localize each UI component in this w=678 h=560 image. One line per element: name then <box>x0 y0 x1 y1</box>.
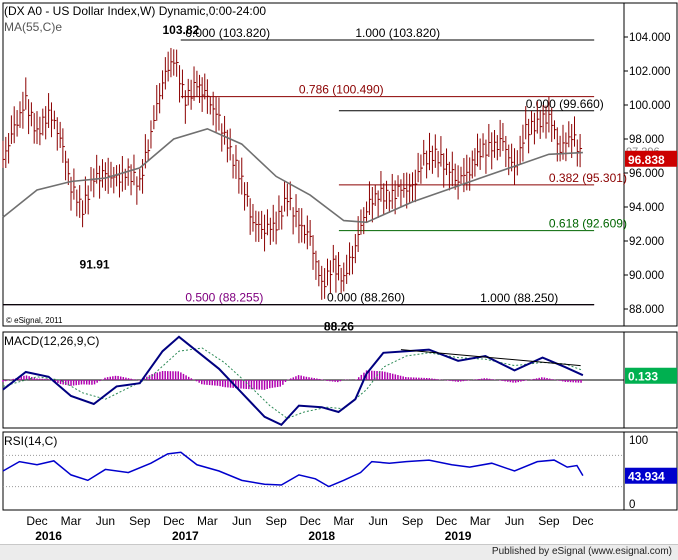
panel-frame-rsi <box>2 431 625 511</box>
fib-label: 0.382 (95.301) <box>549 171 627 185</box>
price-ytick-label: 92.000 <box>629 236 664 248</box>
rsi-ytick-label: 100 <box>629 435 648 447</box>
ma55-line <box>2 127 583 224</box>
x-year-label: 2019 <box>445 529 472 543</box>
macd-histogram <box>2 370 582 390</box>
macd-line <box>2 335 584 427</box>
price-ytick-label: 98.000 <box>629 134 664 146</box>
x-tick-label: Jun <box>368 514 387 528</box>
x-tick-label: Mar <box>61 514 82 528</box>
x-year-label: 2016 <box>35 529 62 543</box>
footer-bar: Published by eSignal (www.esignal.com) <box>0 544 678 560</box>
chart-canvas: 104.000 102.000 100.000 98.000 96.000 94.000 9… <box>2 2 678 543</box>
price-ytick-label: 94.000 <box>629 202 664 214</box>
fib-label: 1.000 (88.250) <box>480 291 558 305</box>
last-price-box <box>625 150 677 167</box>
x-tick-label: Dec <box>26 514 47 528</box>
x-tick-label: Dec <box>163 514 184 528</box>
macd-value-label: 0.133 <box>628 370 658 384</box>
x-tick-label: Mar <box>333 514 354 528</box>
price-ytick-label: 100.000 <box>629 100 671 112</box>
swing-label: 91.91 <box>80 258 110 272</box>
rsi-value-box <box>625 467 677 484</box>
x-tick-label: Jun <box>96 514 115 528</box>
fib-label: 0.000 (99.660) <box>526 97 604 111</box>
price-ytick-label: 102.000 <box>629 66 671 78</box>
fib-label: 1.000 (103.820) <box>355 26 440 40</box>
fib-label: 0.500 (88.255) <box>185 291 263 305</box>
swing-label: 103.82 <box>163 23 200 37</box>
macd-divergence-line <box>400 349 581 367</box>
x-tick-label: Dec <box>299 514 320 528</box>
fib-label: 0.000 (88.260) <box>327 291 405 305</box>
panel-frame-price <box>2 2 625 327</box>
x-tick-label: Mar <box>197 514 218 528</box>
x-year-label: 2018 <box>308 529 335 543</box>
price-ytick-label: 88.000 <box>629 304 664 316</box>
last-price-label: 96.838 <box>628 153 665 167</box>
rsi-ytick-label: 0 <box>629 499 635 511</box>
x-year-label: 2017 <box>172 529 199 543</box>
swing-label: 88.26 <box>324 320 354 334</box>
x-tick-label: Dec <box>436 514 457 528</box>
esignal-watermark: © eSignal, 2011 <box>6 316 63 325</box>
x-tick-label: Dec <box>572 514 593 528</box>
fib-label: 0.000 (103.820) <box>185 26 270 40</box>
fib-label: 0.786 (100.490) <box>299 83 384 97</box>
macd-title: MACD(12,26,9,C) <box>4 334 99 348</box>
macd-value-box <box>625 367 677 384</box>
rsi-line <box>2 451 584 488</box>
price-ytick-label: 104.000 <box>629 32 671 44</box>
fib-label: 0.618 (92.609) <box>549 217 627 231</box>
price-ytick-label: 90.000 <box>629 270 664 282</box>
ma-legend: MA(55,C)e <box>4 20 62 34</box>
x-tick-label: Sep <box>129 514 151 528</box>
x-tick-label: Jun <box>505 514 524 528</box>
rsi-title: RSI(14,C) <box>4 434 57 448</box>
x-tick-label: Sep <box>538 514 560 528</box>
chart-title: (DX A0 - US Dollar Index,W) Dynamic,0:00… <box>4 4 266 18</box>
rsi-value-label: 43.934 <box>628 470 665 484</box>
macd-signal-line <box>2 347 584 419</box>
footer-credit: Published by eSignal (www.esignal.com) <box>491 546 672 557</box>
x-tick-label: Jun <box>232 514 251 528</box>
price-ytick-label: 96.000 <box>629 168 664 180</box>
x-tick-label: Sep <box>265 514 287 528</box>
x-tick-label: Sep <box>402 514 424 528</box>
x-tick-label: Mar <box>470 514 491 528</box>
